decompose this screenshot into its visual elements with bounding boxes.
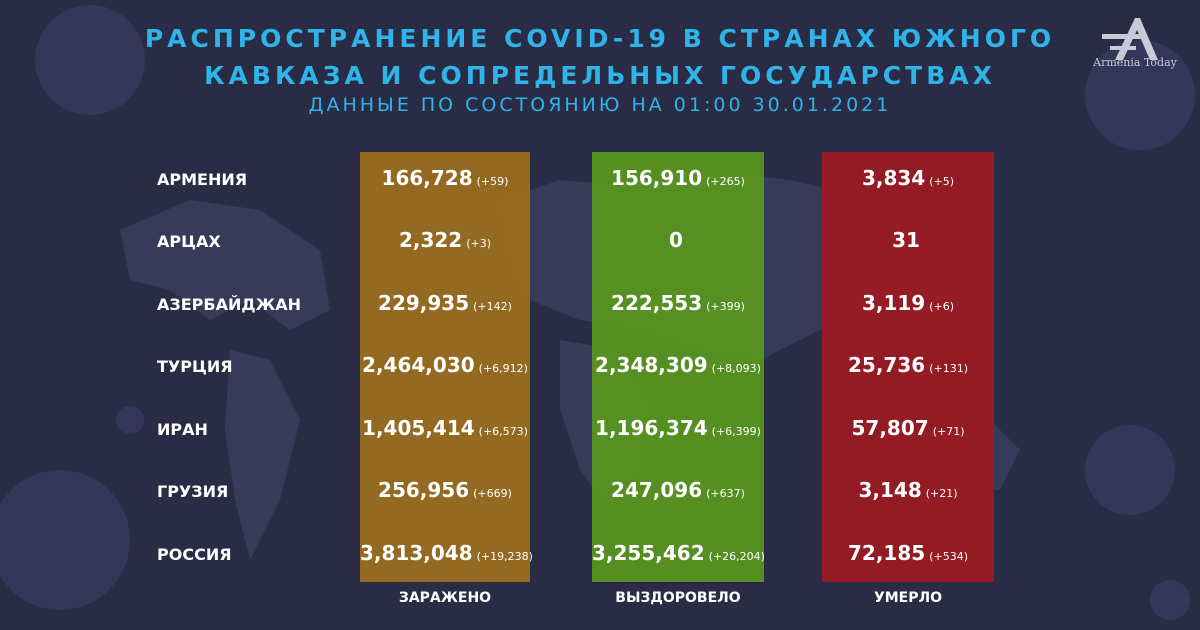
deaths-delta: (+71) [932, 425, 965, 438]
recovered-cell: 156,910 (+265) [592, 166, 764, 190]
country-label: ГРУЗИЯ [157, 482, 229, 501]
recovered-value: 222,553 [611, 291, 703, 315]
virus-shape [116, 406, 144, 434]
recovered-delta: (+26,204) [708, 550, 765, 563]
infected-delta: (+3) [466, 237, 492, 250]
virus-shape [1085, 40, 1195, 150]
infected-cell: 256,956 (+669) [360, 478, 530, 502]
recovered-column [592, 152, 764, 582]
deaths-delta: (+21) [925, 487, 958, 500]
infected-delta: (+59) [476, 175, 509, 188]
virus-shape [1085, 425, 1175, 515]
recovered-cell: 1,196,374 (+6,399) [592, 416, 764, 440]
deaths-value: 57,807 [851, 416, 929, 440]
deaths-cell: 3,834 (+5) [822, 166, 994, 190]
infected-value: 2,464,030 [362, 353, 475, 377]
country-label: АЗЕРБАЙДЖАН [157, 295, 301, 314]
recovered-delta: (+6,399) [711, 425, 761, 438]
recovered-delta: (+637) [706, 487, 745, 500]
infected-cell: 1,405,414 (+6,573) [360, 416, 530, 440]
deaths-delta: (+6) [929, 300, 955, 313]
recovered-cell: 3,255,462 (+26,204) [592, 541, 765, 565]
deaths-value: 31 [892, 228, 920, 252]
infected-delta: (+6,912) [478, 362, 528, 375]
logo-text: Armenia Today [1093, 56, 1177, 69]
infected-column-label: ЗАРАЖЕНО [398, 590, 492, 606]
recovered-value: 247,096 [611, 478, 703, 502]
deaths-value: 3,119 [861, 291, 926, 315]
country-label: РОССИЯ [157, 545, 232, 564]
infected-column [360, 152, 530, 582]
recovered-cell: 2,348,309 (+8,093) [592, 353, 764, 377]
recovered-cell: 247,096 (+637) [592, 478, 764, 502]
country-label: ИРАН [157, 420, 208, 439]
recovered-value: 3,255,462 [592, 541, 705, 565]
date-subtitle: ДАННЫЕ ПО СОСТОЯНИЮ НА 01:00 30.01.2021 [308, 94, 892, 116]
country-label: АРЦАХ [157, 232, 221, 251]
armenia-today-logo [1102, 18, 1158, 60]
continent-shape [120, 200, 330, 330]
recovered-column-label: ВЫЗДОРОВЕЛО [615, 590, 741, 606]
recovered-delta: (+265) [706, 175, 745, 188]
title-line-1: РАСПРОСТРАНЕНИЕ COVID-19 В СТРАНАХ ЮЖНОГ… [144, 24, 1056, 53]
deaths-value: 25,736 [848, 353, 926, 377]
infected-delta: (+669) [473, 487, 512, 500]
recovered-delta: (+8,093) [711, 362, 761, 375]
virus-shape [1150, 580, 1190, 620]
deaths-cell: 72,185 (+534) [822, 541, 994, 565]
infected-value: 1,405,414 [362, 416, 475, 440]
deaths-cell: 57,807 (+71) [822, 416, 994, 440]
virus-shape [35, 5, 145, 115]
country-label: ТУРЦИЯ [157, 357, 233, 376]
recovered-value: 0 [669, 228, 683, 252]
infected-value: 229,935 [378, 291, 470, 315]
deaths-delta: (+131) [929, 362, 968, 375]
deaths-delta: (+5) [929, 175, 955, 188]
continent-shape [225, 350, 300, 560]
title-line-2: КАВКАЗА И СОПРЕДЕЛЬНЫХ ГОСУДАРСТВАХ [204, 61, 996, 90]
infected-delta: (+6,573) [478, 425, 528, 438]
infected-value: 3,813,048 [360, 541, 473, 565]
recovered-value: 156,910 [611, 166, 703, 190]
infected-cell: 166,728 (+59) [360, 166, 530, 190]
recovered-value: 1,196,374 [595, 416, 708, 440]
deaths-column [822, 152, 994, 582]
infected-delta: (+142) [473, 300, 512, 313]
deaths-cell: 31 [822, 228, 994, 252]
recovered-delta: (+399) [706, 300, 745, 313]
infected-cell: 2,322 (+3) [360, 228, 530, 252]
infected-cell: 229,935 (+142) [360, 291, 530, 315]
recovered-cell: 0 [592, 228, 764, 252]
deaths-value: 72,185 [848, 541, 926, 565]
infected-value: 166,728 [381, 166, 473, 190]
recovered-value: 2,348,309 [595, 353, 708, 377]
infected-value: 256,956 [378, 478, 470, 502]
deaths-value: 3,834 [861, 166, 926, 190]
deaths-column-label: УМЕРЛО [873, 590, 943, 606]
deaths-cell: 3,119 (+6) [822, 291, 994, 315]
virus-shape [0, 470, 130, 610]
country-label: АРМЕНИЯ [157, 170, 248, 189]
infected-delta: (+19,238) [476, 550, 533, 563]
deaths-value: 3,148 [858, 478, 922, 502]
infected-cell: 2,464,030 (+6,912) [360, 353, 530, 377]
deaths-delta: (+534) [929, 550, 968, 563]
infected-value: 2,322 [398, 228, 463, 252]
deaths-cell: 25,736 (+131) [822, 353, 994, 377]
deaths-cell: 3,148 (+21) [822, 478, 994, 502]
recovered-cell: 222,553 (+399) [592, 291, 764, 315]
infected-cell: 3,813,048 (+19,238) [360, 541, 533, 565]
